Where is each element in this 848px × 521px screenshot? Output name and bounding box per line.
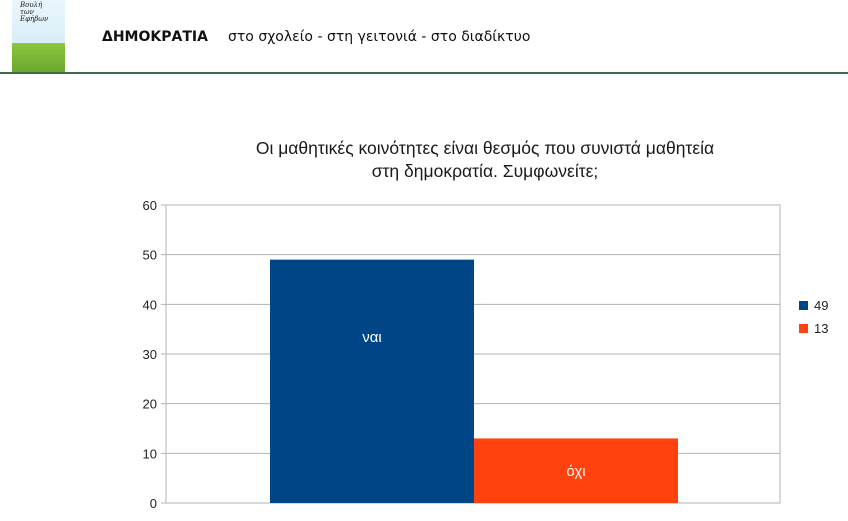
header-title: ΔΗΜΟΚΡΑΤΙΑ xyxy=(102,29,208,45)
bar-label-yes: ναι xyxy=(362,329,382,346)
header-divider xyxy=(0,72,848,74)
legend-swatch-no xyxy=(799,324,808,333)
y-tick-label: 50 xyxy=(143,248,157,263)
logo: Βουλή των Εφήβων xyxy=(12,0,65,72)
bar-label-no: όχι xyxy=(566,463,585,480)
chart-title-line-2: στη δημοκρατία. Συμφωνείτε; xyxy=(371,161,599,181)
legend-swatch-yes xyxy=(799,301,808,310)
page-header: Βουλή των Εφήβων ΔΗΜΟΚΡΑΤΙΑ στο σχολείο … xyxy=(0,0,848,74)
legend-label-no: 13 xyxy=(814,321,829,336)
chart-title: Οι μαθητικές κοινότητες είναι θεσμός που… xyxy=(160,137,810,183)
y-tick-label: 60 xyxy=(143,198,157,213)
logo-text: Βουλή των Εφήβων xyxy=(20,1,49,23)
header-subtitle: στο σχολείο - στη γειτονιά - στο διαδίκτ… xyxy=(228,29,531,45)
chart-title-line-1: Οι μαθητικές κοινότητες είναι θεσμός που… xyxy=(255,138,715,158)
y-tick-label: 30 xyxy=(143,347,157,362)
bar-yes xyxy=(270,259,474,503)
y-tick-label: 40 xyxy=(143,297,157,312)
y-tick-label: 20 xyxy=(143,397,157,412)
legend-label-yes: 49 xyxy=(814,298,829,313)
bar-no xyxy=(474,438,678,503)
y-tick-label: 0 xyxy=(150,496,157,511)
legend-item-no: 13 xyxy=(799,321,828,336)
legend-item-yes: 49 xyxy=(799,298,828,313)
y-tick-label: 10 xyxy=(143,446,157,461)
